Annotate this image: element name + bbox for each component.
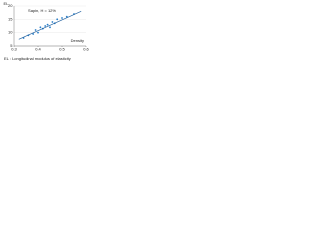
x-tick-label: 0.6 <box>83 47 89 52</box>
y-tick-label: 10 <box>8 30 13 35</box>
x-tick-label: 0.4 <box>35 47 41 52</box>
point <box>65 15 68 18</box>
trend-line <box>18 11 82 40</box>
point <box>39 26 42 29</box>
x-axis-label: Density <box>71 38 84 43</box>
point <box>44 25 47 27</box>
y-tick-label: 5 <box>10 43 13 48</box>
point <box>56 18 59 21</box>
point <box>49 26 51 29</box>
x-tick-label: 0.5 <box>59 47 65 52</box>
caption: EL : Longitudinal modulus of elasticity <box>4 56 71 61</box>
y-tick-label: 20 <box>8 3 13 8</box>
point <box>32 33 35 35</box>
y-tick-label: 15 <box>8 16 13 21</box>
point <box>61 17 63 19</box>
chart-title: Sapin, H = 12% <box>28 8 56 13</box>
x-tick-label: 0.3 <box>11 47 17 52</box>
point <box>37 31 39 34</box>
chart: Sapin, H = 12% EL Density EL : Longitudi… <box>4 1 90 61</box>
point <box>34 29 37 31</box>
point <box>51 21 54 23</box>
point <box>46 23 49 26</box>
y-axis-label: EL <box>4 1 10 6</box>
